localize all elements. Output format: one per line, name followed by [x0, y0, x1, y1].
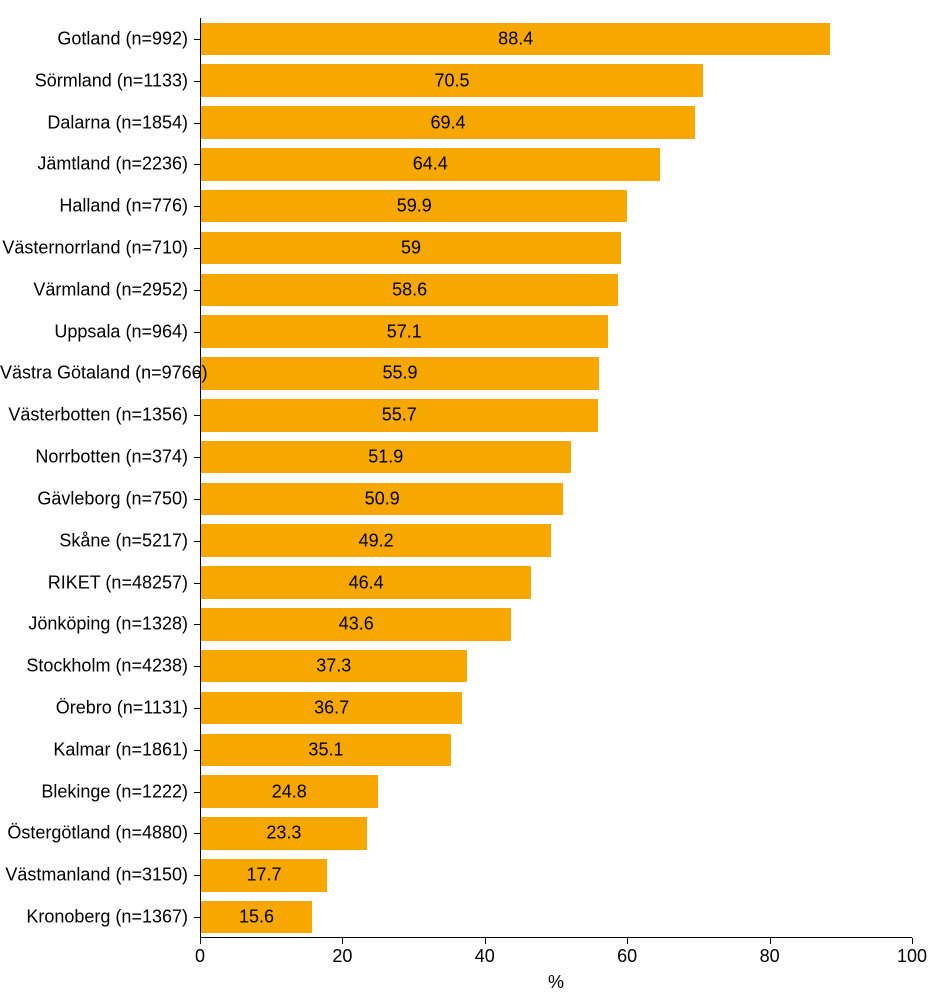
y-tick-mark: [194, 750, 200, 751]
y-tick-mark: [194, 499, 200, 500]
y-tick-mark: [194, 290, 200, 291]
x-tick-label: 20: [332, 946, 352, 967]
y-tick-mark: [194, 332, 200, 333]
bar: [201, 692, 462, 725]
bar: [201, 190, 627, 223]
bar: [201, 859, 327, 892]
y-tick-mark: [194, 164, 200, 165]
y-tick-mark: [194, 875, 200, 876]
y-tick-label: Uppsala (n=964): [0, 321, 188, 342]
y-tick-label: Kalmar (n=1861): [0, 739, 188, 760]
y-tick-label: Värmland (n=2952): [0, 279, 188, 300]
y-tick-mark: [194, 583, 200, 584]
x-tick-label: 100: [897, 946, 927, 967]
y-tick-mark: [194, 248, 200, 249]
y-tick-label: Jönköping (n=1328): [0, 614, 188, 635]
x-tick-label: 80: [760, 946, 780, 967]
y-tick-mark: [194, 666, 200, 667]
y-tick-label: Norrbotten (n=374): [0, 447, 188, 468]
y-tick-mark: [194, 624, 200, 625]
y-tick-label: Gotland (n=992): [0, 28, 188, 49]
bar: [201, 775, 378, 808]
y-tick-mark: [194, 415, 200, 416]
y-tick-label: Kronoberg (n=1367): [0, 907, 188, 928]
bar: [201, 148, 660, 181]
bar: [201, 441, 571, 474]
y-tick-label: Västra Götaland (n=9766): [0, 363, 188, 384]
x-tick-mark: [770, 938, 771, 944]
y-tick-mark: [194, 917, 200, 918]
bar: [201, 357, 599, 390]
bar: [201, 232, 621, 265]
y-tick-label: Västernorrland (n=710): [0, 238, 188, 259]
bar: [201, 566, 531, 599]
y-tick-label: Sörmland (n=1133): [0, 70, 188, 91]
y-tick-mark: [194, 833, 200, 834]
x-tick-label: 40: [475, 946, 495, 967]
bar: [201, 608, 511, 641]
y-tick-label: RIKET (n=48257): [0, 572, 188, 593]
bar: [201, 524, 551, 557]
x-tick-mark: [200, 938, 201, 944]
bar: [201, 274, 618, 307]
bar: [201, 650, 467, 683]
bar: [201, 399, 598, 432]
y-tick-label: Västerbotten (n=1356): [0, 405, 188, 426]
y-tick-label: Skåne (n=5217): [0, 530, 188, 551]
x-tick-label: 60: [617, 946, 637, 967]
x-tick-mark: [912, 938, 913, 944]
y-tick-label: Stockholm (n=4238): [0, 656, 188, 677]
y-tick-label: Östergötland (n=4880): [0, 823, 188, 844]
bar: [201, 817, 367, 850]
y-tick-label: Västmanland (n=3150): [0, 865, 188, 886]
y-tick-label: Blekinge (n=1222): [0, 781, 188, 802]
y-tick-label: Örebro (n=1131): [0, 698, 188, 719]
x-tick-mark: [627, 938, 628, 944]
bar: [201, 734, 451, 767]
x-tick-mark: [485, 938, 486, 944]
bar: [201, 901, 312, 934]
bar: [201, 483, 563, 516]
y-tick-mark: [194, 792, 200, 793]
bar: [201, 315, 608, 348]
x-tick-mark: [342, 938, 343, 944]
y-tick-label: Halland (n=776): [0, 196, 188, 217]
y-tick-mark: [194, 708, 200, 709]
plot-area: 88.470.569.464.459.95958.657.155.955.751…: [200, 18, 912, 938]
y-tick-label: Dalarna (n=1854): [0, 112, 188, 133]
x-axis-label: %: [548, 972, 564, 993]
y-tick-label: Jämtland (n=2236): [0, 154, 188, 175]
y-tick-mark: [194, 541, 200, 542]
y-tick-mark: [194, 81, 200, 82]
y-tick-label: Gävleborg (n=750): [0, 488, 188, 509]
y-tick-mark: [194, 457, 200, 458]
bar: [201, 106, 695, 139]
y-tick-mark: [194, 39, 200, 40]
y-tick-mark: [194, 206, 200, 207]
y-tick-mark: [194, 123, 200, 124]
chart-container: 88.470.569.464.459.95958.657.155.955.751…: [0, 0, 932, 998]
bar: [201, 64, 703, 97]
bar: [201, 23, 830, 56]
x-tick-label: 0: [195, 946, 205, 967]
